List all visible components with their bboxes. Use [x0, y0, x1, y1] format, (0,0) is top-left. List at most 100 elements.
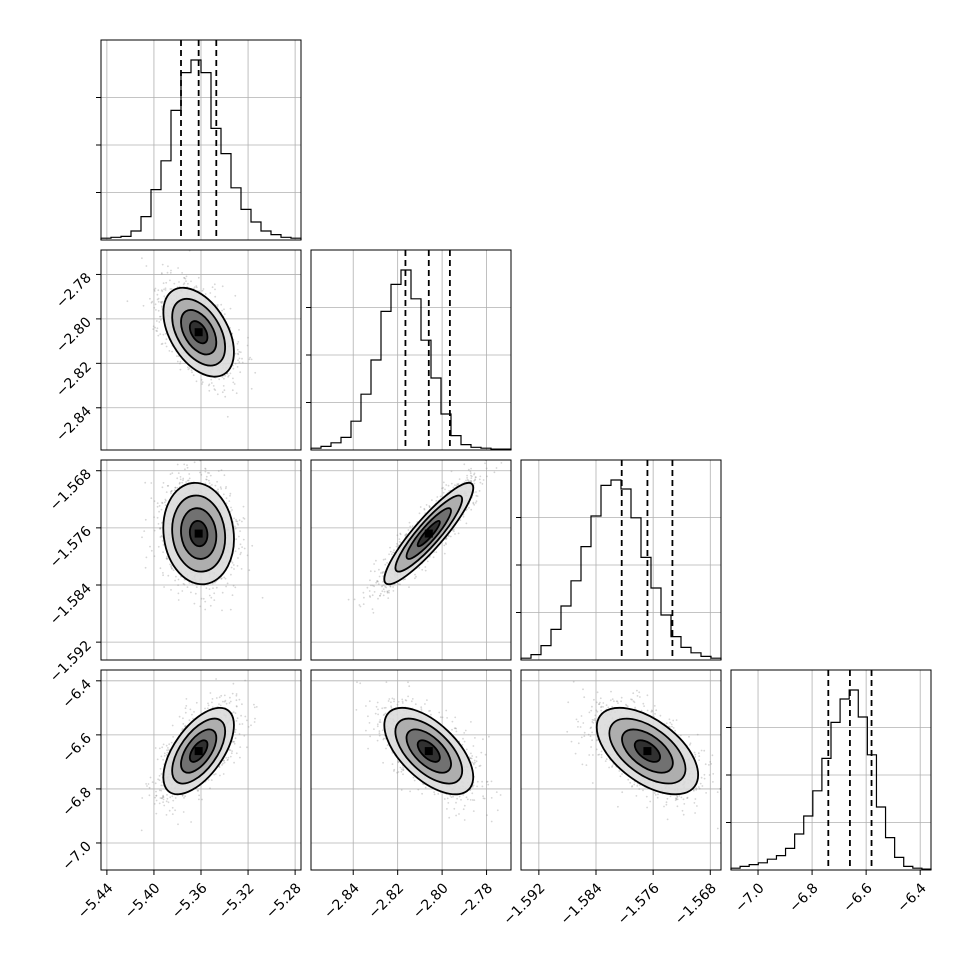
sample-point: [224, 395, 227, 398]
sample-point: [228, 500, 231, 502]
sample-point: [237, 359, 239, 362]
sample-point: [202, 288, 205, 290]
sample-point: [441, 487, 443, 490]
sample-point: [482, 479, 485, 481]
sample-point: [142, 304, 145, 307]
sample-point: [210, 378, 213, 381]
sample-point: [225, 497, 228, 500]
sample-point: [161, 486, 164, 489]
sample-point: [457, 532, 460, 535]
sample-point: [221, 376, 224, 378]
sample-point: [225, 502, 228, 505]
sample-point: [195, 586, 198, 588]
sample-point: [188, 582, 191, 584]
sample-point: [443, 552, 446, 555]
panel-frame: [730, 669, 932, 871]
sample-point: [369, 596, 372, 598]
sample-point: [165, 281, 168, 284]
sample-point: [246, 344, 249, 347]
panel-inner: [101, 460, 301, 660]
sample-point: [188, 367, 191, 370]
sample-point: [210, 596, 213, 599]
sample-point: [169, 491, 172, 493]
sample-point: [149, 297, 151, 300]
panel-frame: [100, 249, 302, 451]
sample-point: [170, 269, 172, 272]
sample-point: [163, 295, 166, 298]
sample-point: [211, 286, 214, 289]
sample-point: [159, 333, 162, 335]
sample-point: [386, 591, 389, 594]
sample-point: [204, 608, 207, 611]
sample-point: [153, 529, 156, 532]
sample-point: [457, 483, 460, 485]
sample-point: [466, 508, 468, 511]
sample-point: [153, 555, 156, 558]
sample-point: [380, 572, 382, 574]
sample-point: [221, 591, 224, 594]
sample-point: [229, 372, 232, 375]
sample-point: [162, 282, 165, 285]
sample-point: [156, 327, 159, 330]
sample-point: [181, 481, 184, 484]
sample-point: [428, 506, 431, 508]
sample-point: [225, 585, 228, 588]
sample-point: [141, 257, 143, 260]
sample-point: [228, 374, 230, 377]
sample-point: [216, 393, 219, 396]
sample-point: [144, 481, 147, 484]
sample-point: [402, 578, 405, 581]
sample-point: [470, 467, 472, 470]
sample-point: [170, 490, 173, 493]
sample-point: [236, 520, 239, 523]
sample-point: [469, 472, 472, 475]
sample-point: [362, 603, 365, 605]
sample-point: [151, 300, 154, 303]
sample-point: [223, 308, 225, 311]
sample-point: [162, 551, 165, 553]
sample-point: [466, 477, 468, 479]
sample-point: [230, 506, 232, 509]
sample-point: [170, 288, 173, 290]
sample-point: [421, 568, 424, 571]
histogram-1: [310, 269, 512, 450]
sample-point: [170, 564, 173, 567]
sample-point: [232, 367, 235, 370]
sample-point: [199, 471, 201, 474]
sample-point: [159, 301, 162, 304]
sample-point: [166, 485, 169, 487]
sample-point: [205, 478, 208, 481]
sample-point: [213, 283, 216, 286]
sample-point: [223, 313, 226, 315]
sample-point: [466, 478, 469, 481]
sample-point: [162, 333, 165, 336]
sample-point: [224, 374, 227, 377]
panel-frame: [520, 459, 722, 661]
sample-point: [224, 487, 227, 490]
sample-point: [158, 505, 161, 507]
sample-point: [154, 747, 157, 749]
sample-point: [428, 506, 431, 508]
sample-point: [162, 482, 165, 484]
sample-point: [150, 497, 153, 500]
sample-point: [162, 544, 165, 546]
sample-point: [254, 371, 257, 374]
sample-point: [200, 597, 203, 600]
sample-point: [239, 553, 242, 556]
sample-point: [389, 585, 392, 588]
sample-point: [221, 285, 224, 288]
sample-point: [170, 567, 173, 569]
sample-point: [495, 467, 498, 469]
sample-point: [177, 472, 180, 474]
sample-point: [178, 482, 181, 485]
sample-point: [155, 309, 157, 311]
sample-point: [181, 590, 184, 592]
sample-point: [183, 463, 186, 466]
sample-point: [160, 289, 163, 292]
density-peak: [194, 328, 203, 337]
sample-point: [186, 464, 188, 466]
sample-point: [224, 577, 227, 580]
sample-point: [152, 328, 155, 330]
sample-point: [423, 508, 426, 511]
